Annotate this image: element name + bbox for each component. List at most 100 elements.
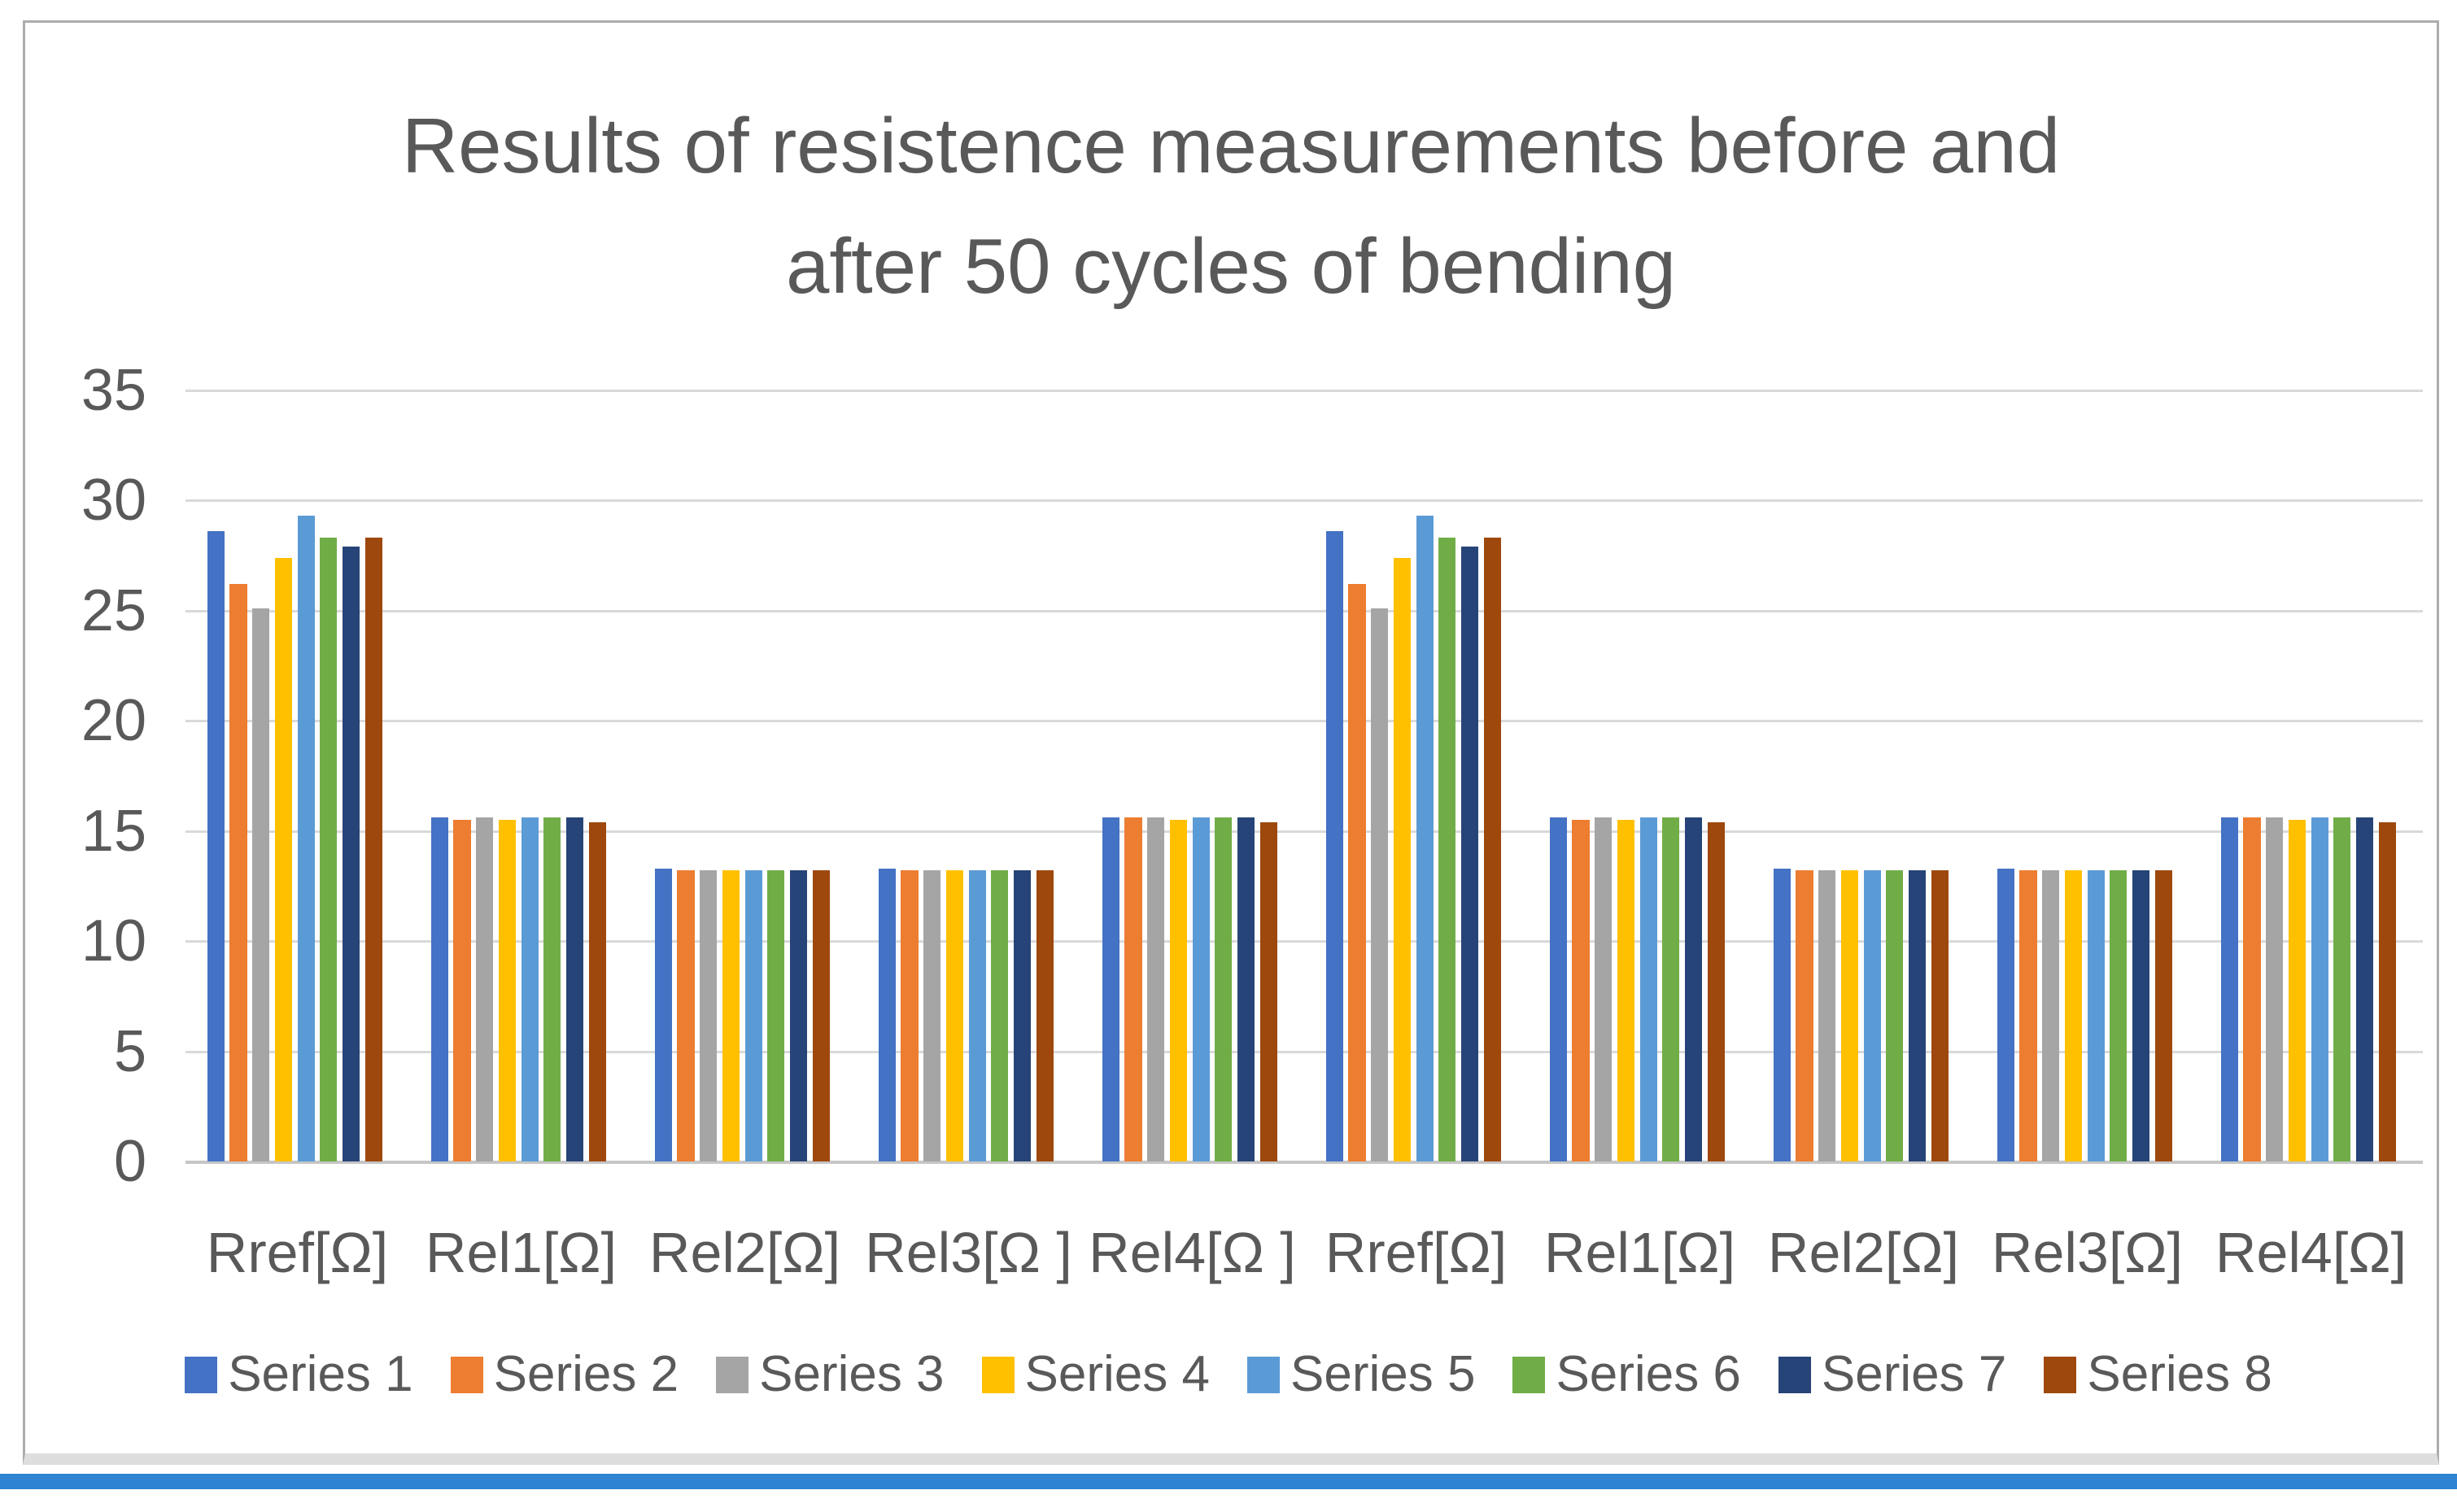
bar-series-3-cat7 (1595, 817, 1613, 1161)
bar-series-3-cat3 (700, 870, 718, 1161)
bar-series-8-cat9 (2154, 870, 2172, 1161)
gridline (185, 830, 2423, 833)
bar-series-7-cat7 (1684, 817, 1703, 1161)
bar-series-1-cat7 (1549, 817, 1568, 1161)
bar-series-8-cat5 (1259, 821, 1277, 1161)
bar-series-7-cat4 (1013, 870, 1032, 1161)
x-category-label: Rref[Ω] (206, 1221, 389, 1284)
bar-series-5-cat4 (968, 870, 986, 1161)
chart-frame: Results of resistence measurements befor… (23, 20, 2439, 1465)
legend-label: Series 3 (759, 1346, 945, 1402)
legend-swatch-icon (450, 1356, 483, 1393)
bar-series-4-cat1 (274, 557, 293, 1161)
legend-item-series-2: Series 2 (450, 1346, 679, 1403)
legend-item-series-3: Series 3 (716, 1346, 945, 1403)
bar-series-6-cat6 (1438, 538, 1456, 1161)
bar-series-1-cat2 (430, 817, 449, 1161)
bar-series-7-cat8 (1908, 870, 1927, 1161)
chart-title-line2: after 50 cycles of bending (785, 223, 1676, 310)
bar-series-8-cat10 (2378, 821, 2396, 1161)
bar-series-1-cat6 (1325, 531, 1344, 1161)
chart-title-line1: Results of resistence measurements befor… (401, 102, 2061, 190)
bar-series-7-cat1 (342, 547, 360, 1161)
bar-series-5-cat5 (1192, 817, 1210, 1161)
bar-series-4-cat4 (945, 870, 964, 1161)
bar-series-4-cat5 (1169, 820, 1188, 1161)
legend-swatch-icon (185, 1356, 218, 1393)
legend-swatch-icon (1247, 1356, 1280, 1393)
bar-series-8-cat4 (1036, 870, 1054, 1161)
gridline (185, 499, 2423, 503)
x-category-label: Rel3[Ω] (1991, 1221, 2184, 1284)
bar-series-1-cat4 (878, 868, 897, 1161)
gridline (185, 1050, 2423, 1053)
gridline (185, 609, 2423, 612)
bar-series-7-cat5 (1237, 817, 1255, 1161)
bar-series-8-cat6 (1483, 538, 1501, 1161)
legend-swatch-icon (981, 1356, 1015, 1393)
bar-series-8-cat3 (812, 870, 830, 1161)
x-category-label: Rref[Ω] (1325, 1221, 1508, 1284)
bar-series-3-cat9 (2042, 870, 2060, 1161)
y-tick-label: 35 (81, 358, 146, 423)
bar-series-2-cat3 (677, 870, 695, 1161)
legend-swatch-icon (2044, 1356, 2077, 1393)
x-category-label: Rel4[Ω] (2215, 1221, 2407, 1284)
y-tick-label: 0 (113, 1129, 146, 1194)
y-tick-label: 15 (81, 798, 146, 864)
legend-label: Series 4 (1024, 1346, 1210, 1402)
bar-series-7-cat10 (2355, 817, 2374, 1161)
y-tick-label: 10 (81, 909, 146, 974)
bar-series-3-cat6 (1371, 608, 1389, 1161)
legend-label: Series 5 (1290, 1346, 1476, 1402)
bar-series-6-cat7 (1662, 817, 1680, 1161)
bar-series-6-cat3 (767, 870, 785, 1161)
gridline (185, 940, 2423, 943)
bar-series-4-cat3 (722, 870, 740, 1161)
bar-series-3-cat5 (1147, 817, 1165, 1161)
bar-series-4-cat7 (1617, 820, 1635, 1161)
bar-series-1-cat10 (2220, 817, 2239, 1161)
legend-item-series-8: Series 8 (2044, 1346, 2272, 1403)
gridline (185, 390, 2423, 392)
x-category-label: Rel4[Ω ] (1089, 1221, 1296, 1284)
bar-series-6-cat2 (543, 817, 561, 1161)
legend-label: Series 1 (228, 1346, 413, 1402)
bar-series-8-cat7 (1707, 821, 1725, 1161)
bar-series-5-cat2 (521, 817, 539, 1161)
legend-item-series-1: Series 1 (185, 1346, 413, 1403)
legend-label: Series 2 (493, 1346, 679, 1402)
bar-series-3-cat2 (476, 817, 494, 1161)
legend-label: Series 8 (2087, 1346, 2272, 1402)
y-tick-label: 30 (81, 468, 146, 534)
legend-swatch-icon (1512, 1356, 1546, 1393)
bar-series-2-cat2 (453, 820, 471, 1161)
bar-series-2-cat1 (229, 584, 247, 1161)
bar-series-4-cat6 (1393, 557, 1412, 1161)
bar-series-2-cat4 (901, 870, 919, 1161)
bar-series-2-cat6 (1348, 584, 1366, 1161)
x-category-label: Rel3[Ω ] (865, 1221, 1072, 1284)
bar-series-3-cat1 (252, 608, 270, 1161)
x-category-label: Rel1[Ω] (425, 1221, 618, 1284)
bar-series-2-cat10 (2243, 817, 2261, 1161)
bar-series-8-cat2 (588, 821, 606, 1161)
bar-series-2-cat5 (1124, 817, 1142, 1161)
bar-series-2-cat9 (2019, 870, 2037, 1161)
bar-series-8-cat8 (1931, 870, 1949, 1161)
legend-swatch-icon (716, 1356, 749, 1393)
bar-series-1-cat8 (1773, 868, 1791, 1161)
x-category-label: Rel2[Ω] (648, 1221, 841, 1284)
bar-series-5-cat8 (1863, 870, 1881, 1161)
bar-series-2-cat7 (1572, 820, 1590, 1161)
bar-series-1-cat1 (207, 531, 225, 1161)
bar-series-1-cat3 (654, 868, 673, 1161)
bar-series-4-cat2 (498, 820, 517, 1161)
bar-series-4-cat9 (2064, 870, 2083, 1161)
bar-series-1-cat9 (1997, 868, 2015, 1161)
legend-item-series-5: Series 5 (1247, 1346, 1475, 1403)
bar-series-6-cat1 (320, 538, 338, 1161)
bar-series-5-cat6 (1416, 516, 1434, 1161)
bar-series-4-cat8 (1840, 870, 1859, 1161)
